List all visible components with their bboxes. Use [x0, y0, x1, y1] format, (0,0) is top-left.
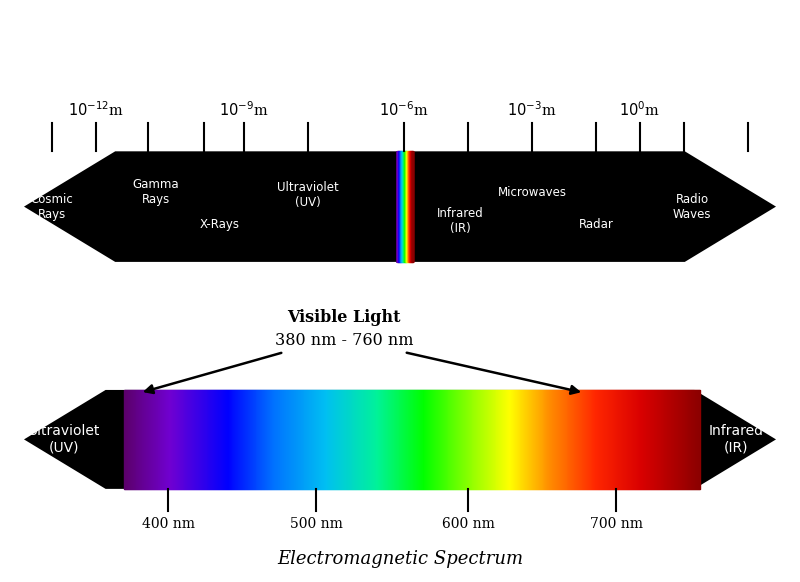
Text: Infrared
(IR): Infrared (IR) — [437, 207, 483, 235]
Text: Microwaves: Microwaves — [498, 186, 566, 198]
Text: Ultraviolet
(UV): Ultraviolet (UV) — [277, 181, 339, 209]
Polygon shape — [24, 390, 776, 489]
Text: Visible Light: Visible Light — [287, 308, 401, 326]
Text: $10^{-6}$m: $10^{-6}$m — [379, 101, 429, 119]
Text: 700 nm: 700 nm — [590, 517, 642, 531]
Text: $10^{-12}$m: $10^{-12}$m — [68, 101, 124, 119]
Text: Gamma
Rays: Gamma Rays — [133, 178, 179, 206]
Text: Radio
Waves: Radio Waves — [673, 193, 711, 221]
Text: Ultraviolet
(UV): Ultraviolet (UV) — [28, 424, 100, 455]
Text: 500 nm: 500 nm — [290, 517, 342, 531]
Text: $10^{-3}$m: $10^{-3}$m — [507, 101, 557, 119]
Text: 400 nm: 400 nm — [142, 517, 194, 531]
Text: Infrared
(IR): Infrared (IR) — [709, 424, 763, 455]
Text: Cosmic
Rays: Cosmic Rays — [30, 193, 74, 221]
Text: $10^{-9}$m: $10^{-9}$m — [219, 101, 269, 119]
Text: X-Rays: X-Rays — [200, 218, 240, 230]
Polygon shape — [24, 151, 776, 262]
Text: Radar: Radar — [578, 218, 614, 230]
Text: 380 nm - 760 nm: 380 nm - 760 nm — [274, 332, 414, 349]
Text: 600 nm: 600 nm — [442, 517, 494, 531]
Text: Electromagnetic Spectrum: Electromagnetic Spectrum — [277, 550, 523, 567]
Text: $10^{0}$m: $10^{0}$m — [619, 101, 661, 119]
